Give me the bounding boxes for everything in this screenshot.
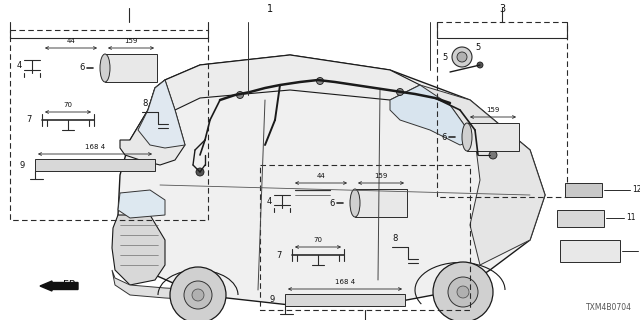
Circle shape [489, 151, 497, 159]
Ellipse shape [462, 123, 472, 151]
Circle shape [397, 89, 403, 95]
Text: 5: 5 [475, 43, 480, 52]
Ellipse shape [100, 54, 110, 82]
Polygon shape [138, 80, 185, 148]
Bar [437, 22, 567, 197]
Circle shape [457, 286, 469, 298]
Text: 9: 9 [20, 161, 25, 170]
Polygon shape [390, 85, 475, 145]
Polygon shape [118, 190, 165, 218]
Circle shape [452, 47, 472, 67]
FancyArrow shape [40, 281, 78, 291]
Bar [355, 189, 407, 217]
Circle shape [237, 92, 243, 99]
Text: 8: 8 [392, 234, 397, 243]
Text: 168 4: 168 4 [335, 279, 355, 285]
Circle shape [317, 77, 323, 84]
Circle shape [184, 281, 212, 309]
Text: 70: 70 [314, 237, 323, 243]
Text: 7: 7 [276, 251, 282, 260]
Bar [105, 54, 157, 82]
Text: 12: 12 [632, 186, 640, 195]
Text: 6: 6 [79, 63, 85, 73]
Text: 6: 6 [442, 132, 447, 141]
Text: 159: 159 [374, 173, 388, 179]
Circle shape [433, 262, 493, 320]
Text: 159: 159 [124, 38, 138, 44]
Polygon shape [120, 80, 185, 165]
Bar [260, 165, 470, 310]
Polygon shape [112, 270, 200, 300]
Bar [560, 240, 620, 262]
Polygon shape [112, 215, 165, 285]
Text: FR.: FR. [63, 280, 79, 290]
Circle shape [448, 277, 478, 307]
Text: TXM4B0704: TXM4B0704 [586, 303, 632, 312]
Text: 70: 70 [63, 102, 72, 108]
Circle shape [170, 267, 226, 320]
Polygon shape [118, 55, 545, 305]
Text: 3: 3 [499, 4, 505, 14]
Text: 7: 7 [27, 116, 32, 124]
Bar [10, 30, 208, 220]
Text: 44: 44 [317, 173, 325, 179]
Circle shape [457, 52, 467, 62]
Bar [467, 123, 519, 151]
Text: 6: 6 [330, 198, 335, 207]
Text: 168 4: 168 4 [85, 144, 105, 150]
Circle shape [477, 62, 483, 68]
Text: 11: 11 [626, 213, 636, 222]
Text: 8: 8 [142, 99, 147, 108]
Text: 5: 5 [443, 52, 448, 61]
Text: 44: 44 [67, 38, 76, 44]
Text: 9: 9 [269, 295, 275, 305]
Text: 159: 159 [486, 107, 500, 113]
Bar [285, 294, 405, 306]
Circle shape [196, 168, 204, 176]
Text: 4: 4 [267, 196, 272, 205]
Text: 1: 1 [267, 4, 273, 14]
Text: 4: 4 [17, 61, 22, 70]
Polygon shape [420, 85, 545, 265]
Polygon shape [165, 55, 420, 110]
Bar [35, 159, 155, 171]
Ellipse shape [350, 189, 360, 217]
Bar [565, 183, 602, 197]
Bar [557, 210, 604, 227]
Circle shape [192, 289, 204, 301]
